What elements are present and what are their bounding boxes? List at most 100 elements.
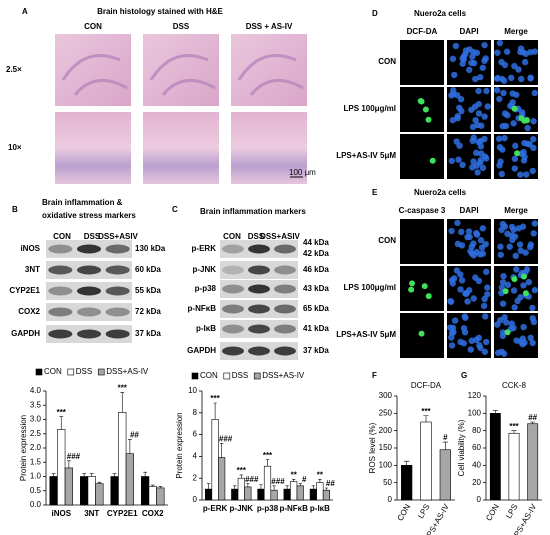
legend-swatch bbox=[191, 372, 199, 380]
y-tick-label: 250 bbox=[379, 408, 393, 417]
y-tick-label: 200 bbox=[379, 426, 393, 435]
panel-title: Brain inflammation & bbox=[42, 198, 123, 207]
green-signal bbox=[502, 288, 509, 295]
nucleus bbox=[472, 116, 479, 124]
bar bbox=[231, 488, 239, 501]
nucleus bbox=[470, 158, 477, 165]
nucleus bbox=[527, 48, 534, 56]
nucleus bbox=[483, 87, 490, 95]
nucleus bbox=[476, 159, 484, 166]
nucleus bbox=[494, 49, 501, 56]
band bbox=[105, 244, 130, 254]
nucleus bbox=[466, 233, 473, 241]
nucleus bbox=[514, 297, 521, 305]
error-bar bbox=[492, 410, 498, 414]
band bbox=[274, 244, 296, 254]
nucleus bbox=[465, 228, 473, 235]
panel-letter: D bbox=[372, 9, 378, 18]
band bbox=[248, 265, 270, 275]
y-tick-label: 1.0 bbox=[30, 472, 42, 481]
nucleus bbox=[530, 230, 537, 237]
nucleus bbox=[465, 66, 473, 74]
nucleus bbox=[458, 242, 466, 249]
panel-title: Nuero2a cells bbox=[414, 9, 467, 18]
y-tick-label: 300 bbox=[379, 391, 393, 400]
x-tick-label: LPS bbox=[416, 503, 431, 521]
nucleus bbox=[457, 338, 464, 346]
band bbox=[76, 307, 102, 317]
nucleus bbox=[473, 49, 481, 56]
bar bbox=[141, 476, 150, 506]
column-label: CON bbox=[223, 232, 241, 241]
micrograph bbox=[400, 134, 444, 179]
column-label: C-caspase 3 bbox=[399, 206, 446, 215]
histology-image bbox=[143, 112, 219, 184]
bar bbox=[508, 432, 520, 501]
row-label: 10× bbox=[8, 143, 22, 152]
green-signal bbox=[522, 290, 529, 297]
nucleus bbox=[453, 267, 461, 274]
nucleus bbox=[518, 75, 525, 83]
band bbox=[274, 304, 296, 314]
error-bar bbox=[272, 485, 276, 491]
error-bar bbox=[285, 485, 289, 490]
green-signal bbox=[422, 106, 429, 113]
nucleus bbox=[529, 339, 536, 347]
nucleus bbox=[482, 240, 489, 248]
nucleus bbox=[527, 334, 534, 342]
row-label: CON bbox=[378, 57, 396, 66]
hippocampus bbox=[149, 54, 216, 96]
nucleus bbox=[519, 49, 527, 56]
y-tick-label: 60 bbox=[472, 443, 481, 452]
size-label: 65 kDa bbox=[303, 304, 329, 313]
nucleus bbox=[482, 338, 490, 346]
nucleus bbox=[478, 150, 485, 157]
nucleus bbox=[455, 156, 462, 163]
nucleus bbox=[512, 252, 519, 260]
protein-label: p-p38 bbox=[195, 284, 217, 293]
nucleus bbox=[459, 60, 466, 67]
protein-label: CYP2E1 bbox=[9, 286, 40, 295]
band bbox=[248, 346, 270, 356]
nucleus bbox=[510, 287, 518, 294]
nucleus bbox=[527, 75, 534, 82]
y-tick-label: 0 bbox=[388, 495, 393, 504]
significance-label: # bbox=[443, 433, 448, 442]
protein-label: 3NT bbox=[25, 265, 40, 274]
error-bar bbox=[120, 392, 125, 413]
error-bar bbox=[206, 483, 211, 490]
row-label: LPS+AS-IV 5μM bbox=[336, 330, 396, 339]
x-tick-label: CON bbox=[396, 502, 413, 522]
error-bar bbox=[246, 483, 250, 487]
nucleus bbox=[496, 39, 504, 47]
legend-label: CON bbox=[44, 367, 62, 376]
protein-label: GAPDH bbox=[187, 346, 216, 355]
nucleus bbox=[531, 286, 539, 294]
nucleus bbox=[456, 142, 463, 149]
green-signal bbox=[511, 105, 518, 112]
histology-image bbox=[231, 34, 307, 106]
nucleus bbox=[495, 135, 503, 142]
nucleus bbox=[469, 137, 476, 145]
nucleus bbox=[530, 318, 538, 326]
band bbox=[105, 265, 130, 275]
bar bbox=[489, 413, 501, 501]
panel-title: Brain inflammation markers bbox=[200, 207, 306, 216]
band bbox=[76, 265, 102, 275]
legend-swatch bbox=[67, 368, 75, 376]
blot bbox=[46, 303, 132, 321]
nucleus bbox=[456, 104, 463, 111]
nucleus bbox=[470, 59, 478, 67]
protein-label: p-JNK bbox=[192, 265, 216, 274]
nucleus bbox=[529, 167, 536, 175]
band bbox=[48, 286, 73, 296]
band bbox=[274, 284, 296, 294]
significance-label: *** bbox=[210, 394, 220, 403]
significance-label: ### bbox=[219, 434, 233, 443]
nucleus bbox=[500, 89, 507, 97]
band bbox=[274, 265, 296, 275]
error-bar bbox=[220, 443, 224, 458]
nucleus bbox=[503, 319, 510, 326]
significance-label: ** bbox=[317, 470, 324, 479]
nucleus bbox=[481, 113, 488, 120]
